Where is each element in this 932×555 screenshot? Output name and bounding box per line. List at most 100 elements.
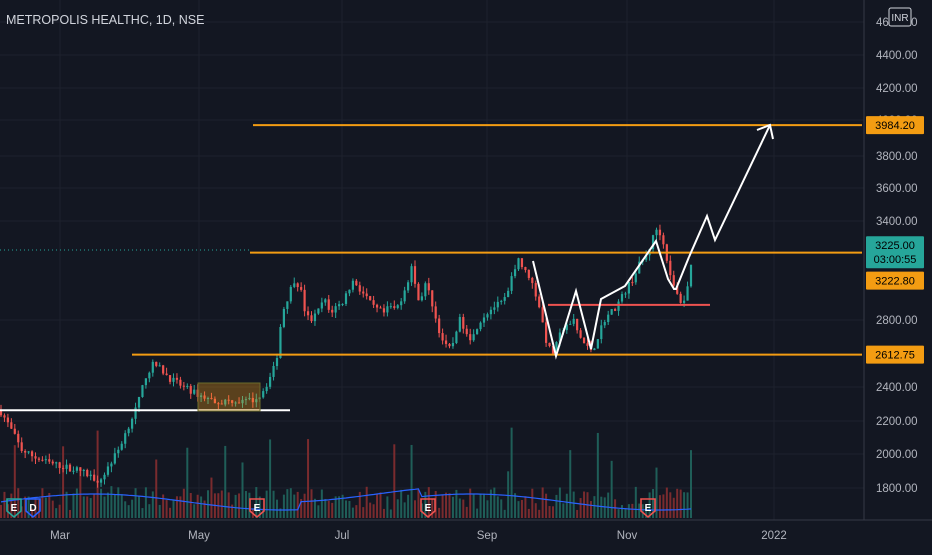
candle-body[interactable]: [148, 372, 151, 379]
candle-body[interactable]: [493, 307, 496, 310]
candle-body[interactable]: [407, 282, 410, 291]
candle-body[interactable]: [451, 342, 455, 347]
candle-body[interactable]: [634, 273, 637, 283]
candle-body[interactable]: [296, 283, 299, 288]
candle-body[interactable]: [651, 235, 655, 250]
candle-body[interactable]: [120, 443, 123, 450]
candle-body[interactable]: [382, 308, 386, 313]
candle-body[interactable]: [162, 365, 165, 374]
candle-body[interactable]: [620, 294, 624, 302]
candle-body[interactable]: [324, 299, 327, 303]
candle-body[interactable]: [51, 461, 54, 464]
candle-body[interactable]: [262, 391, 265, 398]
candle-body[interactable]: [375, 304, 379, 308]
candle-body[interactable]: [572, 318, 575, 324]
candle-body[interactable]: [427, 283, 430, 291]
candle-body[interactable]: [379, 307, 382, 309]
event-marker[interactable]: E: [420, 498, 436, 519]
candle-body[interactable]: [545, 322, 548, 343]
candle-body[interactable]: [317, 308, 320, 314]
candle-body[interactable]: [248, 397, 251, 400]
consolidation-box[interactable]: [197, 382, 261, 412]
horizontal-levels[interactable]: [0, 124, 862, 412]
candle-body[interactable]: [293, 283, 296, 287]
candle-body[interactable]: [472, 334, 475, 341]
candle-body[interactable]: [193, 389, 196, 394]
candle-body[interactable]: [465, 328, 468, 335]
candle-body[interactable]: [6, 417, 9, 423]
candle-body[interactable]: [62, 467, 65, 469]
candle-body[interactable]: [524, 267, 527, 270]
candle-body[interactable]: [189, 385, 192, 394]
candle-body[interactable]: [362, 291, 365, 294]
candle-body[interactable]: [272, 365, 275, 377]
candle-body[interactable]: [186, 385, 189, 387]
candle-body[interactable]: [217, 403, 220, 405]
candle-body[interactable]: [137, 396, 141, 408]
candle-body[interactable]: [86, 469, 89, 477]
candle-body[interactable]: [517, 258, 520, 270]
candle-body[interactable]: [203, 395, 206, 399]
candle-body[interactable]: [320, 302, 323, 309]
candle-body[interactable]: [310, 315, 313, 322]
candle-body[interactable]: [400, 301, 403, 306]
candle-body[interactable]: [507, 290, 510, 298]
candle-body[interactable]: [210, 397, 213, 399]
candle-body[interactable]: [365, 293, 368, 297]
candle-body[interactable]: [224, 399, 227, 405]
candle-body[interactable]: [645, 255, 648, 260]
candle-body[interactable]: [579, 330, 582, 338]
candle-body[interactable]: [341, 303, 344, 305]
candle-body[interactable]: [593, 348, 596, 351]
candle-body[interactable]: [434, 306, 437, 319]
candle-body[interactable]: [638, 261, 641, 274]
projection-arrow-line[interactable]: [688, 124, 771, 258]
candle-body[interactable]: [338, 304, 341, 307]
candle-body[interactable]: [603, 322, 606, 326]
candle-body[interactable]: [614, 309, 617, 311]
candle-body[interactable]: [279, 326, 282, 358]
candle-body[interactable]: [462, 317, 465, 329]
candle-body[interactable]: [3, 415, 6, 418]
candle-body[interactable]: [393, 306, 396, 308]
candle-body[interactable]: [413, 266, 417, 284]
candle-body[interactable]: [334, 306, 337, 313]
candle-body[interactable]: [213, 398, 216, 404]
candle-body[interactable]: [110, 463, 113, 467]
candle-body[interactable]: [658, 229, 662, 236]
candle-body[interactable]: [541, 307, 544, 323]
candle-body[interactable]: [96, 480, 99, 483]
candle-body[interactable]: [655, 229, 658, 236]
candle-body[interactable]: [469, 334, 472, 341]
candle-body[interactable]: [241, 399, 244, 404]
candle-body[interactable]: [596, 339, 599, 349]
candle-body[interactable]: [275, 357, 279, 366]
candle-body[interactable]: [24, 450, 27, 453]
candle-body[interactable]: [106, 466, 110, 475]
candle-body[interactable]: [306, 311, 310, 316]
candle-body[interactable]: [600, 325, 603, 340]
candle-body[interactable]: [103, 474, 106, 480]
event-marker[interactable]: E: [6, 498, 22, 519]
candle-body[interactable]: [344, 293, 348, 304]
event-marker[interactable]: D: [25, 498, 41, 519]
candle-body[interactable]: [17, 433, 20, 443]
currency-badge[interactable]: INR: [888, 7, 912, 27]
candle-body[interactable]: [686, 286, 689, 301]
candle-body[interactable]: [251, 397, 254, 403]
candle-body[interactable]: [227, 399, 230, 401]
candle-body[interactable]: [0, 410, 3, 416]
candle-body[interactable]: [89, 474, 92, 477]
candle-body[interactable]: [396, 305, 399, 308]
candle-body[interactable]: [55, 462, 58, 464]
candle-body[interactable]: [527, 269, 530, 278]
candle-body[interactable]: [30, 451, 34, 457]
candle-body[interactable]: [531, 277, 534, 284]
candle-body[interactable]: [41, 459, 44, 461]
candle-body[interactable]: [617, 301, 620, 311]
candle-body[interactable]: [237, 402, 241, 404]
candle-body[interactable]: [555, 342, 558, 354]
candle-body[interactable]: [155, 361, 158, 366]
candle-body[interactable]: [37, 458, 41, 460]
candle-body[interactable]: [127, 428, 130, 434]
